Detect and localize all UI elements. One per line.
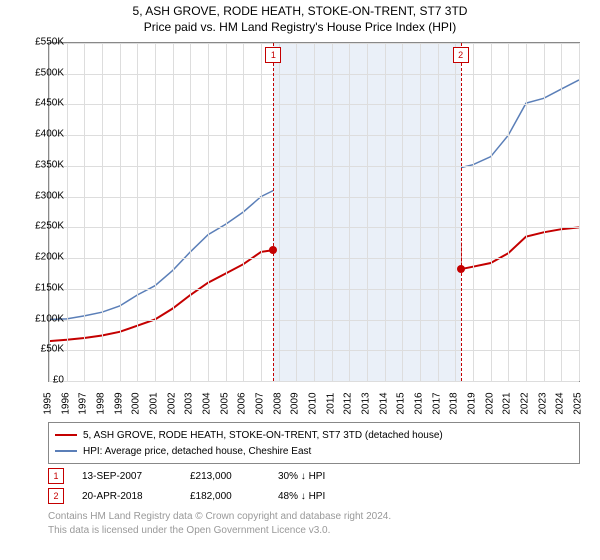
transaction-row: 1 13-SEP-2007 £213,000 30% ↓ HPI [48,466,580,486]
y-axis-label: £450K [20,98,64,109]
y-axis-label: £300K [20,190,64,201]
x-axis-label: 1999 [113,392,124,414]
transaction-date: 13-SEP-2007 [82,471,172,482]
x-axis-label: 2001 [149,392,160,414]
x-axis-label: 2021 [502,392,513,414]
transaction-marker-box: 2 [48,488,64,504]
x-axis-label: 2011 [325,393,336,415]
x-axis-label: 2014 [378,392,389,414]
x-axis-label: 1998 [96,392,107,414]
legend-label-hpi: HPI: Average price, detached house, Ches… [83,446,311,457]
x-axis-label: 1995 [43,392,54,414]
chart-footer: Contains HM Land Registry data © Crown c… [48,510,580,537]
x-axis-label: 2005 [219,392,230,414]
chart-legend: 5, ASH GROVE, RODE HEATH, STOKE-ON-TRENT… [48,422,580,464]
transaction-price: £213,000 [190,471,260,482]
x-axis-label: 2008 [272,392,283,414]
y-axis-label: £50K [20,344,64,355]
chart-plot-area: 12 [48,42,580,382]
transactions-table: 1 13-SEP-2007 £213,000 30% ↓ HPI 2 20-AP… [48,466,580,506]
chart-title-subtitle: Price paid vs. HM Land Registry's House … [0,20,600,34]
x-axis-label: 2004 [202,392,213,414]
x-axis-label: 2023 [537,392,548,414]
x-axis-label: 2022 [520,392,531,414]
x-axis-label: 2010 [308,392,319,414]
x-axis-label: 2000 [131,392,142,414]
transaction-diff: 30% ↓ HPI [278,471,398,482]
y-axis-label: £200K [20,252,64,263]
x-axis-label: 2003 [184,392,195,414]
transaction-date: 20-APR-2018 [82,491,172,502]
footer-line1: Contains HM Land Registry data © Crown c… [48,510,580,524]
x-axis-label: 2007 [255,392,266,414]
transaction-row: 2 20-APR-2018 £182,000 48% ↓ HPI [48,486,580,506]
chart-marker-dot [269,246,277,254]
x-axis-label: 2002 [166,392,177,414]
y-axis-label: £100K [20,313,64,324]
chart-marker-box: 2 [453,47,469,63]
x-axis-label: 2018 [449,392,460,414]
y-axis-label: £350K [20,159,64,170]
x-axis-label: 1996 [60,392,71,414]
x-axis-label: 2020 [484,392,495,414]
x-axis-label: 2024 [555,392,566,414]
chart-title-block: 5, ASH GROVE, RODE HEATH, STOKE-ON-TRENT… [0,0,600,34]
x-axis-label: 2019 [467,392,478,414]
x-axis-label: 2017 [431,392,442,414]
chart-marker-dot [457,265,465,273]
x-axis-label: 2016 [414,392,425,414]
y-axis-label: £150K [20,282,64,293]
x-axis-label: 2015 [396,392,407,414]
x-axis-label: 2009 [290,392,301,414]
legend-label-price-paid: 5, ASH GROVE, RODE HEATH, STOKE-ON-TRENT… [83,430,443,441]
transaction-price: £182,000 [190,491,260,502]
y-axis-label: £400K [20,129,64,140]
y-axis-label: £250K [20,221,64,232]
x-axis-label: 2013 [361,392,372,414]
footer-line2: This data is licensed under the Open Gov… [48,524,580,538]
x-axis-label: 2006 [237,392,248,414]
y-axis-label: £0 [20,375,64,386]
legend-row-price-paid: 5, ASH GROVE, RODE HEATH, STOKE-ON-TRENT… [55,427,573,443]
y-axis-label: £550K [20,37,64,48]
legend-row-hpi: HPI: Average price, detached house, Ches… [55,443,573,459]
chart-marker-box: 1 [265,47,281,63]
x-axis-label: 2012 [343,392,354,414]
y-axis-label: £500K [20,67,64,78]
legend-swatch-hpi [55,450,77,452]
x-axis-label: 2025 [573,392,584,414]
transaction-marker-box: 1 [48,468,64,484]
chart-title-address: 5, ASH GROVE, RODE HEATH, STOKE-ON-TRENT… [0,4,600,18]
legend-swatch-price-paid [55,434,77,436]
x-axis-label: 1997 [78,392,89,414]
transaction-diff: 48% ↓ HPI [278,491,398,502]
